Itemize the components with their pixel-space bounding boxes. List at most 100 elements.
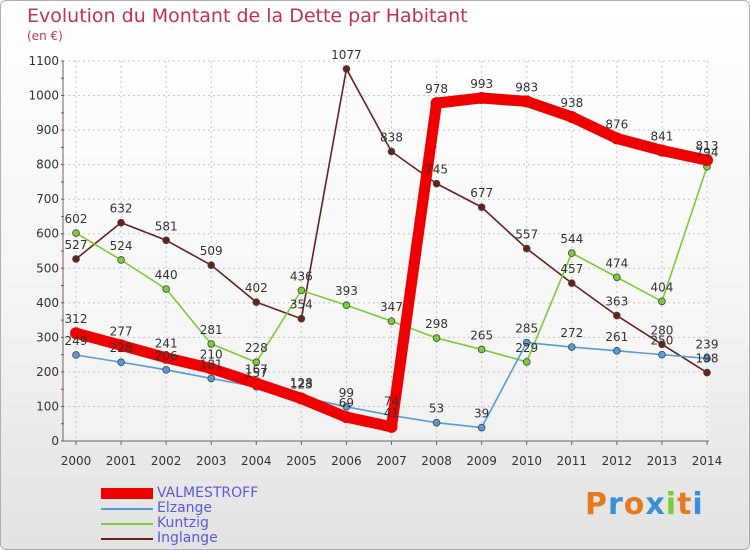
plot-area	[63, 61, 709, 441]
data-point	[342, 402, 351, 411]
data-point	[252, 298, 261, 306]
data-label: 181	[200, 357, 223, 371]
data-label: 581	[155, 219, 178, 233]
logo-letter: t	[677, 487, 693, 522]
data-point	[342, 65, 351, 73]
data-label: 474	[605, 256, 628, 270]
x-tick-label: 2011	[557, 454, 588, 468]
data-point	[162, 366, 170, 374]
logo-letter: i	[665, 487, 678, 522]
data-point	[385, 420, 398, 433]
data-label: 509	[200, 244, 223, 258]
data-point	[567, 279, 576, 287]
data-point	[522, 358, 531, 366]
data-point	[567, 343, 576, 351]
data-label: 524	[110, 239, 133, 253]
logo-letter: x	[645, 487, 666, 522]
data-label: 993	[470, 77, 493, 91]
y-tick-label: 700	[36, 192, 59, 206]
data-point	[658, 340, 666, 349]
data-label: 602	[65, 212, 88, 226]
y-tick-label: 800	[36, 158, 59, 172]
data-point	[477, 345, 486, 354]
data-point	[387, 317, 396, 325]
data-label: 285	[515, 322, 538, 336]
data-point	[522, 338, 531, 347]
data-label: 841	[650, 129, 673, 143]
data-point	[117, 218, 125, 227]
data-label: 53	[429, 402, 444, 416]
y-tick-label: 200	[36, 365, 59, 379]
data-label: 745	[425, 163, 448, 177]
x-tick-label: 2001	[106, 454, 137, 468]
data-label: 393	[335, 284, 358, 298]
data-label: 312	[65, 312, 88, 326]
data-point	[520, 95, 533, 108]
y-tick-label: 1000	[28, 89, 59, 103]
legend-label: VALMESTROFF	[157, 485, 259, 501]
data-point	[387, 147, 396, 156]
data-label: 41	[384, 406, 399, 420]
data-label: 527	[65, 238, 88, 252]
data-label: 272	[560, 326, 583, 340]
data-label: 457	[560, 262, 583, 276]
data-point	[613, 347, 621, 355]
data-label: 402	[245, 281, 268, 295]
x-tick-label: 2007	[376, 454, 407, 468]
y-tick-label: 600	[36, 227, 59, 241]
data-point	[72, 229, 80, 237]
data-label: 557	[515, 228, 538, 242]
data-point	[162, 285, 170, 293]
data-label: 228	[110, 341, 133, 355]
data-label: 228	[245, 341, 268, 355]
logo-letter: i	[692, 487, 704, 522]
data-point	[432, 418, 441, 427]
data-label: 69	[339, 396, 354, 410]
data-label: 677	[470, 186, 493, 200]
data-point	[297, 286, 306, 295]
y-tick-label: 100	[36, 399, 59, 413]
legend-swatch	[101, 523, 153, 525]
data-point	[70, 327, 82, 340]
data-label: 876	[605, 117, 628, 131]
data-label: 210	[200, 347, 223, 361]
chart-title: Evolution du Montant de la Dette par Hab…	[27, 5, 468, 27]
data-label: 978	[425, 82, 448, 96]
data-point	[117, 256, 125, 264]
legend-label: Kuntzig	[157, 515, 209, 531]
data-label: 167	[245, 362, 268, 376]
data-point	[475, 91, 488, 104]
legend-item-kuntzig: Kuntzig	[101, 515, 301, 532]
data-label: 298	[425, 317, 448, 331]
x-tick-label: 2002	[151, 454, 182, 468]
x-tick-label: 2013	[647, 454, 678, 468]
data-point	[250, 377, 263, 390]
data-point	[72, 351, 80, 359]
data-label: 261	[605, 330, 628, 344]
data-label: 250	[650, 334, 673, 348]
data-point	[430, 97, 443, 110]
chart-subtitle: (en €)	[27, 29, 63, 43]
data-point	[72, 255, 80, 263]
data-point	[567, 249, 576, 257]
legend-label: Inglange	[157, 530, 218, 546]
x-tick-label: 2003	[196, 454, 227, 468]
logo-letter: r	[608, 487, 624, 522]
data-point	[432, 179, 441, 188]
data-point	[342, 301, 351, 310]
data-label: 544	[560, 232, 583, 246]
data-label: 632	[110, 202, 133, 216]
data-label: 39	[474, 407, 489, 421]
data-label: 99	[339, 386, 354, 400]
data-label: 241	[155, 337, 178, 351]
x-tick-label: 2010	[511, 454, 542, 468]
data-point	[295, 392, 308, 405]
data-point	[658, 297, 666, 306]
data-label: 229	[515, 341, 538, 355]
data-label: 239	[696, 337, 719, 351]
data-point	[207, 261, 216, 269]
legend-swatch	[101, 508, 153, 510]
proxiti-logo: Proxiti	[585, 487, 704, 522]
data-label: 440	[155, 268, 178, 282]
